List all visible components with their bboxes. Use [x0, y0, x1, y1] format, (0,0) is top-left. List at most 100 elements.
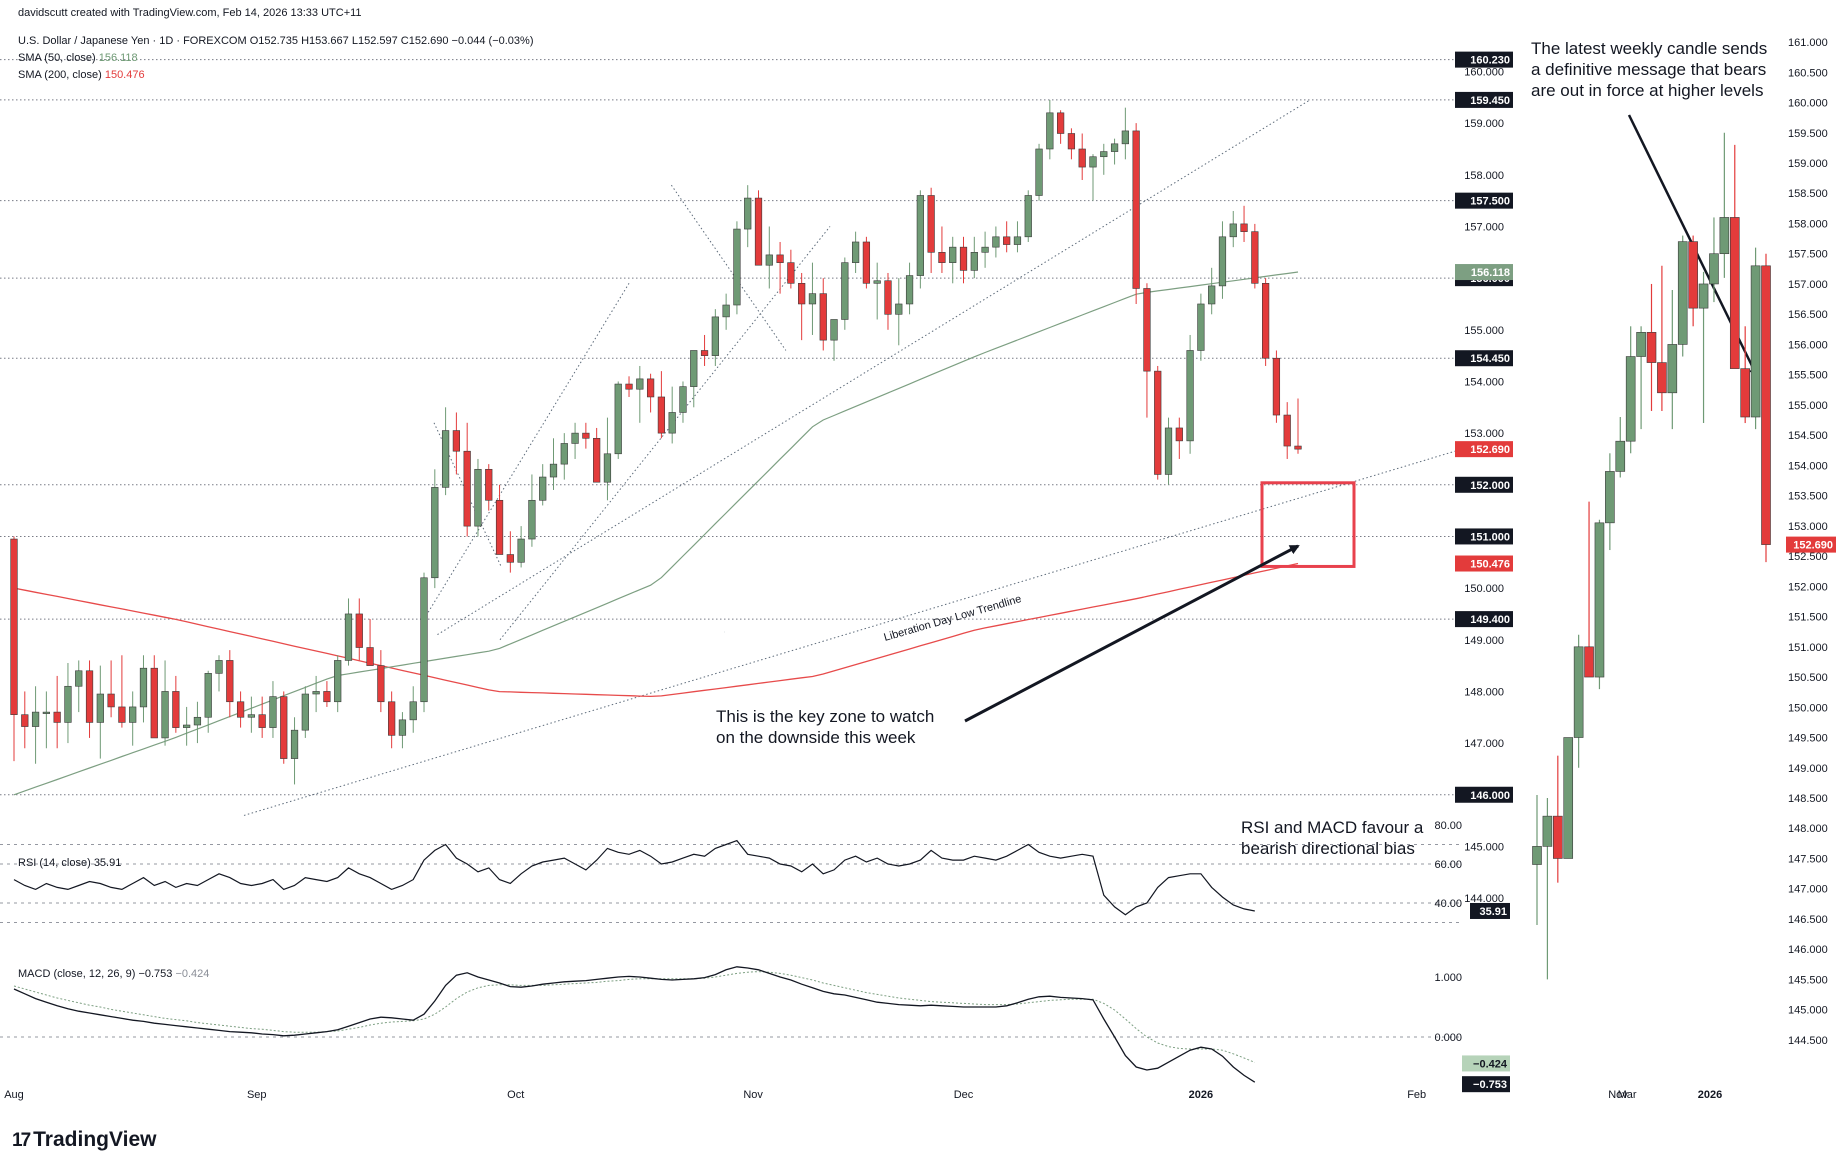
candle-body: [409, 701, 417, 721]
weekly-candle-body: [1761, 265, 1771, 545]
candle-body: [420, 577, 428, 703]
candle-body: [64, 685, 72, 723]
candle-body: [236, 701, 245, 718]
candle-body: [161, 691, 169, 739]
trendline: [423, 283, 630, 620]
candle-body: [1121, 130, 1129, 145]
tradingview-logo[interactable]: 17 TradingView: [12, 1128, 156, 1152]
candle-body: [711, 316, 719, 356]
weekly-candle-body: [1573, 646, 1584, 738]
candle-body: [560, 443, 568, 465]
weekly-tick-label: 159.000: [1788, 158, 1828, 170]
weekly-candle-body: [1740, 368, 1750, 418]
candle-body: [1057, 112, 1065, 134]
weekly-line3: are out in force at higher levels: [1531, 81, 1764, 100]
candle-body: [1110, 143, 1119, 152]
sma50-label: SMA (50, close): [18, 52, 96, 64]
weekly-tick-label: 149.000: [1788, 763, 1828, 775]
candle-body: [398, 719, 407, 736]
rsi-tick-label: 40.00: [1434, 898, 1462, 910]
candle-body: [539, 476, 547, 501]
price-level-tag: 152.000: [1470, 480, 1510, 492]
price-level-tag-bg: [1455, 611, 1513, 628]
x-axis-label: Nov: [743, 1089, 763, 1101]
price-tick-label: 160.000: [1464, 66, 1504, 78]
candle-body: [301, 693, 309, 731]
rsi-value: 35.91: [93, 857, 122, 869]
candle-body: [636, 378, 644, 390]
price-tick-label: 147.000: [1464, 738, 1504, 750]
price-tick-label: 153.000: [1464, 428, 1504, 440]
candle-body: [1164, 427, 1173, 475]
macd-tick-label: 1.000: [1434, 972, 1462, 984]
weekly-tick-label: 149.500: [1788, 733, 1828, 745]
trendline: [437, 99, 1311, 636]
price-tick-label: 157.000: [1464, 221, 1504, 233]
weekly-tick-label: 148.000: [1788, 823, 1828, 835]
weekly-candle-body: [1594, 522, 1605, 678]
candle-body: [172, 691, 180, 728]
candle-body: [949, 246, 957, 263]
candle-body: [75, 670, 83, 687]
macd-line: [13, 966, 1256, 1083]
candle-body: [463, 450, 471, 527]
candle-body: [744, 197, 752, 230]
weekly-tick-label: 146.500: [1788, 914, 1828, 926]
candle-body: [905, 275, 914, 305]
candle-body: [139, 667, 148, 708]
weekly-tick-label: 157.500: [1788, 249, 1828, 261]
candle-body: [107, 693, 115, 708]
candle-body: [873, 280, 881, 284]
x-axis-label: Sep: [247, 1089, 267, 1101]
candle-body: [679, 386, 687, 413]
weekly-candle-body: [1563, 737, 1574, 859]
price-tick-label: 154.000: [1464, 376, 1504, 388]
x-axis-label: Oct: [507, 1089, 524, 1101]
candle-body: [53, 711, 61, 723]
candle-body: [1283, 414, 1291, 447]
candle-body: [1132, 130, 1140, 289]
candle-body: [344, 613, 353, 661]
symbol-line[interactable]: U.S. Dollar / Japanese Yen · 1D · FOREXC…: [18, 35, 534, 47]
sma50-legend[interactable]: SMA (50, close) 156.118: [18, 52, 138, 64]
weekly-candle-body: [1605, 471, 1615, 524]
weekly-x-label: 2026: [1698, 1089, 1722, 1101]
weekly-line1: The latest weekly candle sends: [1531, 39, 1768, 58]
weekly-candle-body: [1657, 362, 1667, 394]
trendline: [433, 422, 502, 568]
candle-body: [1229, 223, 1237, 238]
price-level-tag: 160.230: [1470, 55, 1510, 67]
weekly-tick-label: 152.000: [1788, 581, 1828, 593]
candle-body: [323, 691, 331, 703]
x-axis-label: Aug: [4, 1089, 24, 1101]
macd-value-tag: −0.753: [1473, 1079, 1507, 1091]
rsi-tick-label: 80.00: [1434, 820, 1462, 832]
candle-body: [183, 724, 191, 728]
weekly-candle-body: [1532, 846, 1542, 865]
candle-body: [938, 252, 946, 263]
price-tick-label: 150.000: [1464, 583, 1504, 595]
sma200-legend[interactable]: SMA (200, close) 150.476: [18, 69, 145, 81]
candle-body: [1100, 151, 1108, 158]
weekly-tick-label: 151.000: [1788, 642, 1828, 654]
candle-body: [431, 487, 439, 579]
candle-body: [571, 432, 579, 444]
candle-body: [1272, 357, 1281, 416]
weekly-tick-label: 156.500: [1788, 309, 1828, 321]
x-axis-label: 2026: [1189, 1089, 1213, 1101]
price-level-tag-bg: [1455, 350, 1513, 367]
macd-legend[interactable]: MACD (close, 12, 26, 9) −0.753 −0.424: [18, 968, 209, 980]
rsi-macd-line1: RSI and MACD favour a: [1241, 818, 1424, 837]
candle-body: [884, 280, 892, 315]
candle-body: [851, 241, 860, 263]
sma50-price-tag: 156.118: [1471, 267, 1510, 279]
candle-body: [1003, 236, 1011, 245]
rsi-value-tag-bg: [1470, 902, 1510, 919]
price-tick-label: 144.000: [1464, 893, 1504, 905]
rsi-legend[interactable]: RSI (14, close) 35.91: [18, 857, 121, 869]
candle-body: [31, 711, 40, 727]
candle-body: [312, 691, 320, 695]
candle-body: [862, 241, 871, 284]
weekly-candle-body: [1698, 283, 1709, 309]
candle-body: [485, 468, 493, 501]
